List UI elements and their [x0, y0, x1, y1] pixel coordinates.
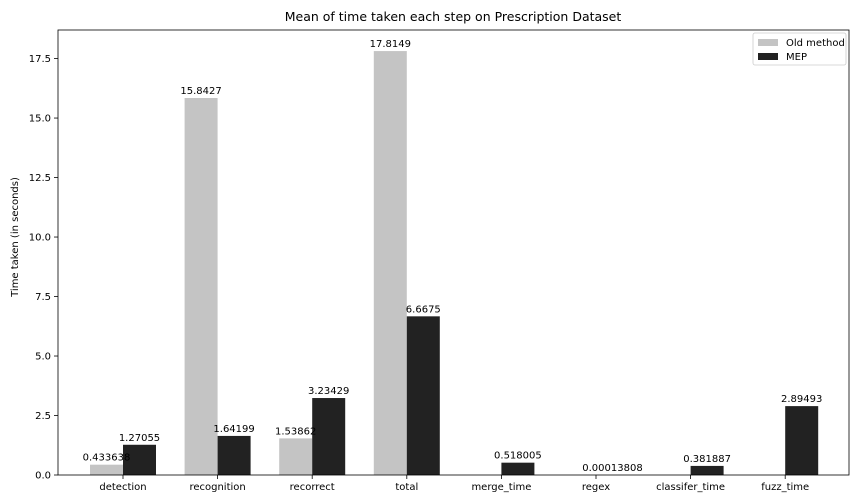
bar-mep-classifer_time	[690, 465, 724, 475]
plot-frame	[57, 29, 850, 476]
data-label: 0.381887	[683, 454, 731, 465]
y-tick-label: 0.0	[35, 471, 51, 482]
data-label: 0.518005	[494, 451, 542, 462]
bar-mep-detection	[123, 444, 156, 475]
y-tick-label: 7.5	[35, 292, 51, 303]
bar-mep-recognition	[217, 435, 251, 475]
data-label: 6.6675	[406, 304, 441, 315]
legend-label: MEP	[786, 52, 807, 63]
bar-old-method-detection	[90, 464, 123, 475]
x-tick-label: recognition	[189, 482, 245, 493]
y-tick-label: 15.0	[29, 114, 51, 125]
x-tick-label: regex	[582, 482, 610, 493]
data-label: 1.53862	[275, 426, 316, 437]
x-tick-label: total	[395, 482, 418, 493]
x-tick-label: fuzz_time	[761, 482, 809, 493]
x-axis: detection recognition recorrect total merge_…	[99, 475, 809, 493]
chart-title: Mean of time taken each step on Prescrip…	[285, 9, 622, 24]
data-label: 1.27055	[119, 433, 160, 444]
data-label: 3.23429	[308, 386, 349, 397]
y-axis: 0.0 2.5 5.0 7.5 10.0 12.5 15.0 17.5	[29, 54, 58, 482]
legend-label: Old method	[786, 38, 845, 49]
x-tick-label: classifer_time	[656, 482, 725, 493]
bars	[90, 51, 819, 476]
bar-mep-merge_time	[501, 462, 535, 475]
bar-mep-fuzz_time	[785, 406, 819, 475]
bar-old-method-recorrect	[279, 438, 313, 475]
y-tick-label: 17.5	[29, 54, 51, 65]
y-tick-label: 10.0	[29, 233, 51, 244]
data-label: 0.00013808	[582, 463, 642, 474]
y-tick-label: 12.5	[29, 173, 51, 184]
data-label: 1.64199	[213, 424, 254, 435]
legend-swatch	[758, 53, 778, 60]
data-label: 17.8149	[370, 39, 411, 50]
legend: Old method MEP	[752, 32, 847, 66]
bar-mep-recorrect	[312, 398, 346, 475]
data-label: 15.8427	[180, 86, 221, 97]
x-tick-label: recorrect	[290, 482, 335, 493]
data-label: 2.89493	[781, 394, 822, 405]
bar-mep-total	[406, 316, 440, 475]
data-label: 0.433638	[83, 453, 131, 464]
bar-old-method-total	[373, 51, 407, 476]
data-labels: 0.433638 15.8427 1.53862 17.8149 1.27055 1.64…	[83, 39, 823, 474]
legend-swatch	[758, 39, 778, 46]
bar-old-method-recognition	[184, 97, 218, 476]
y-tick-label: 2.5	[35, 411, 51, 422]
x-tick-label: merge_time	[471, 482, 531, 493]
x-tick-label: detection	[99, 482, 146, 493]
y-tick-label: 5.0	[35, 352, 51, 363]
y-axis-title: Time taken (in seconds)	[10, 177, 21, 298]
